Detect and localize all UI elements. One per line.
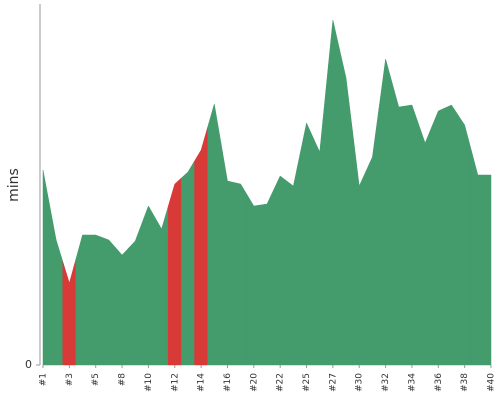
x-tick-label: #22	[276, 373, 286, 392]
x-tick-label: #10	[144, 373, 154, 392]
area-segment	[181, 160, 195, 366]
area-segment	[457, 114, 472, 366]
area-segment	[484, 174, 492, 366]
area-segment	[339, 48, 353, 366]
area-segment	[115, 246, 129, 366]
y-tick-label: 0	[25, 358, 32, 371]
area-segment	[233, 182, 248, 366]
area-segment	[299, 122, 314, 366]
area-segment	[88, 234, 103, 366]
x-tick-label: #12	[170, 373, 180, 392]
area-segment	[273, 175, 288, 366]
area-segment	[391, 82, 406, 366]
area-segment	[207, 103, 222, 366]
area-segment	[42, 169, 50, 366]
area-segment	[470, 149, 485, 366]
area-segment	[141, 205, 156, 366]
y-axis-label: mins	[6, 168, 22, 202]
area-segment	[418, 123, 432, 366]
area-segment	[128, 223, 143, 366]
x-tick-label: #20	[249, 373, 259, 392]
area-segment	[167, 177, 182, 366]
x-tick-label: #36	[434, 373, 444, 392]
area-segment	[326, 19, 340, 366]
area-segment	[102, 237, 116, 366]
x-tick-label: #8	[118, 373, 128, 387]
x-tick-label: #32	[381, 373, 391, 392]
x-tick-label: #27	[328, 373, 338, 392]
area-segment	[286, 154, 301, 366]
x-tick-label: #16	[223, 373, 233, 392]
area-segment	[246, 194, 261, 366]
x-tick-label: #25	[302, 373, 312, 392]
area-segment	[220, 142, 235, 366]
area-segment	[365, 107, 380, 366]
area-segment	[154, 206, 169, 366]
area-segment	[75, 234, 90, 366]
area-segment	[62, 258, 77, 366]
area-segment	[405, 104, 419, 366]
x-tick-label: #40	[487, 373, 497, 392]
x-tick-label: #34	[407, 373, 417, 392]
area-segment	[194, 126, 208, 366]
x-tick-label: #1	[39, 373, 49, 386]
x-tick-label: #30	[355, 373, 365, 392]
x-tick-label: #14	[197, 373, 207, 392]
x-tick-label: #5	[91, 373, 101, 386]
x-tick-label: #3	[65, 373, 75, 386]
x-tick-label: #38	[460, 373, 470, 392]
area-segment	[49, 204, 64, 366]
area-segment	[260, 189, 274, 366]
area-segment	[352, 131, 367, 366]
area-segment	[444, 104, 459, 366]
area-segment	[378, 58, 393, 366]
area-segment	[431, 107, 446, 366]
area-segment	[312, 85, 327, 366]
